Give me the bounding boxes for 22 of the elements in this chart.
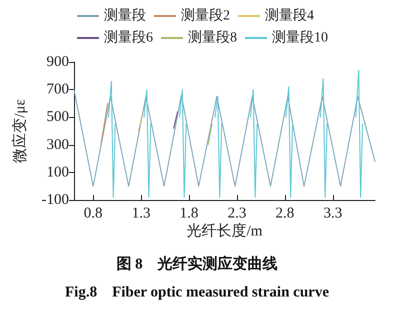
caption: Fig.8 Fiber optic measured strain curve [65, 284, 330, 300]
y-tick-label: 100 [46, 164, 69, 180]
x-axis-title: 光纤长度/m [186, 222, 263, 240]
y-tick-label: 700 [46, 82, 69, 98]
y-tick-label: 900 [46, 54, 69, 70]
y-axis-title: 微应变/με [12, 99, 28, 163]
caption: 图 8 光纤实测应变曲线 [116, 254, 278, 272]
y-tick-label: 300 [46, 136, 69, 153]
y-tick-label: 500 [46, 109, 69, 126]
y-tick-label: -100 [42, 192, 69, 208]
x-tick-label: 3.3 [323, 206, 342, 222]
legend-label: 测量段2 [181, 8, 230, 24]
legend-label: 测量段4 [265, 8, 314, 24]
x-tick-label: 2.3 [228, 206, 246, 222]
x-tick-label: 1.8 [180, 206, 198, 222]
legend-label: 测量段10 [272, 30, 328, 46]
x-tick-label: 0.8 [84, 206, 103, 222]
legend-label: 测量段 [104, 8, 146, 24]
legend-label: 测量段8 [188, 30, 237, 46]
x-tick-label: 2.8 [276, 206, 294, 222]
legend-label: 测量段6 [104, 30, 153, 46]
x-tick-label: 1.3 [132, 206, 150, 222]
